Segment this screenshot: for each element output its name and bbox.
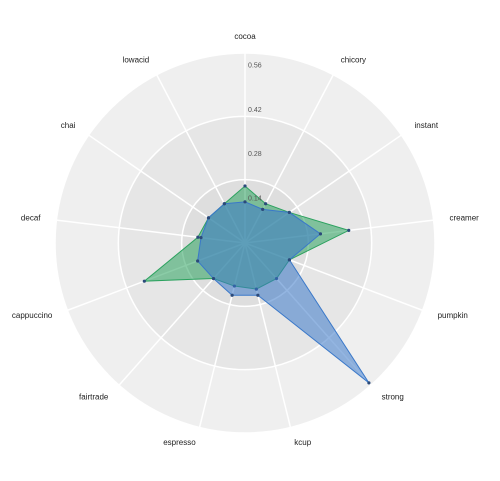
series-point	[196, 235, 200, 239]
category-label: strong	[382, 392, 404, 401]
series-area	[197, 201, 370, 384]
series-point	[318, 232, 323, 236]
category-label: fairtrade	[79, 392, 109, 401]
series-point	[287, 210, 291, 215]
tick-label: 0.28	[248, 151, 262, 158]
series-point	[196, 259, 200, 263]
tick-label: 0.14	[248, 196, 262, 203]
category-label: chicory	[341, 56, 366, 65]
series-point	[264, 202, 268, 206]
series-point	[243, 184, 247, 188]
category-label: espresso	[163, 438, 196, 447]
series-point	[199, 236, 203, 240]
series-point	[261, 207, 265, 211]
series-point	[256, 293, 260, 297]
category-label: decaf	[21, 213, 41, 222]
category-label: pumpkin	[438, 311, 468, 320]
tick-label: 0.56	[248, 63, 262, 70]
category-label: cocoa	[234, 32, 256, 41]
series-point	[367, 381, 371, 385]
category-label: lowacid	[123, 56, 150, 65]
series-point	[211, 276, 216, 281]
series-point	[222, 202, 226, 206]
series-point	[243, 200, 247, 204]
series-point	[142, 279, 146, 283]
category-label: kcup	[294, 438, 311, 447]
category-label: chai	[61, 121, 76, 130]
tick-label: 0.42	[248, 107, 262, 114]
series-point	[347, 228, 351, 233]
category-label: cappuccino	[12, 311, 53, 320]
series-point	[206, 216, 211, 220]
category-label: instant	[415, 121, 439, 130]
series-point	[287, 258, 292, 262]
series-point	[230, 293, 234, 297]
category-label: creamer	[449, 213, 479, 222]
